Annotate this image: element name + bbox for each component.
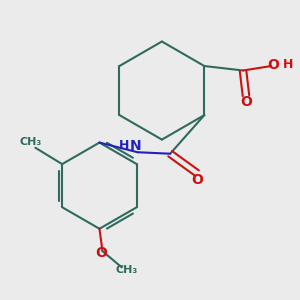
Text: O: O [95,245,107,260]
Text: O: O [240,95,252,109]
Text: N: N [130,139,142,153]
Text: H: H [282,58,293,71]
Text: O: O [267,58,279,72]
Text: CH₃: CH₃ [20,137,42,147]
Text: CH₃: CH₃ [116,265,138,275]
Text: O: O [192,172,203,187]
Text: H: H [119,139,129,152]
